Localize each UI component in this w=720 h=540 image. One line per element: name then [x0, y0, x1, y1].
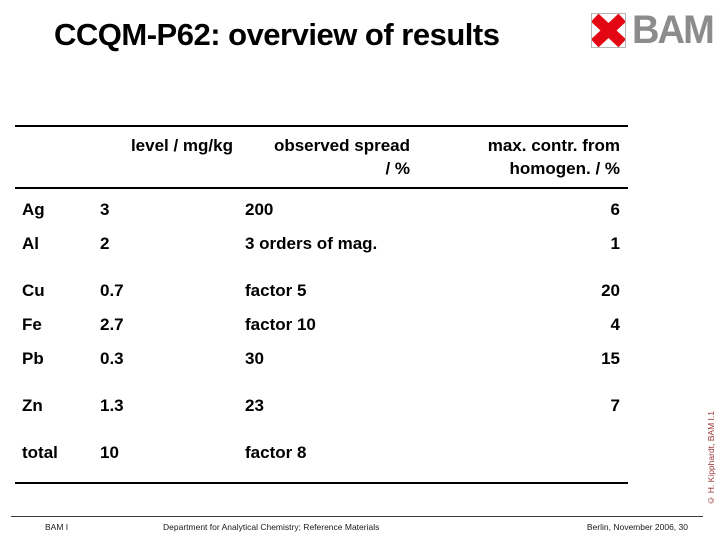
header-spread-line2: / % [385, 159, 410, 178]
cell-contr: 1 [610, 234, 620, 253]
table-body: Ag 3 200 6 Al 2 3 orders of mag. 1 Cu 0.… [15, 198, 628, 482]
cell-element: Cu [22, 281, 45, 300]
cell-spread: factor 10 [245, 315, 316, 334]
cell-level: 2.7 [100, 315, 124, 334]
cell-spread: 23 [245, 396, 264, 415]
footer-date-page: Berlin, November 2006, 30 [586, 522, 688, 532]
table-row-total: total 10 factor 8 [22, 441, 620, 465]
table-row-ag: Ag 3 200 6 [22, 198, 620, 222]
footer-org: BAM I [45, 522, 69, 532]
cell-spread: 3 orders of mag. [245, 234, 378, 253]
cell-level: 2 [100, 234, 110, 253]
table-row-cu: Cu 0.7 factor 5 20 [22, 279, 620, 303]
table-header-row: level / mg/kg observed spread / % max. c… [15, 127, 628, 189]
cell-element: Pb [22, 349, 44, 368]
cell-contr: 7 [610, 396, 620, 415]
header-observed-spread: observed spread / % [233, 134, 410, 180]
cell-level: 10 [100, 443, 119, 462]
table-row-al: Al 2 3 orders of mag. 1 [22, 232, 620, 256]
cell-element: Fe [22, 315, 42, 334]
cell-contr: 20 [601, 281, 620, 300]
header-contr-line1: max. contr. from [487, 136, 620, 155]
cell-contr: 15 [601, 349, 620, 368]
cell-spread: 30 [245, 349, 264, 368]
footer: BAM I Department for Analytical Chemistr… [0, 520, 720, 536]
cell-level: 0.3 [100, 349, 124, 368]
cell-contr: 6 [610, 200, 620, 219]
copyright-note: © H. Kipphardt, BAM I.1 [706, 411, 716, 506]
cell-element: Al [22, 234, 39, 253]
cell-spread: factor 8 [245, 443, 307, 462]
header-contr-line2: homogen. / % [509, 159, 621, 178]
cell-level: 0.7 [100, 281, 124, 300]
cell-contr [475, 441, 620, 465]
footer-department: Department for Analytical Chemistry; Ref… [163, 522, 380, 532]
cell-level: 1.3 [100, 396, 124, 415]
table-row-zn: Zn 1.3 23 7 [22, 394, 620, 418]
bam-red-x-icon [591, 13, 626, 48]
page-title: CCQM-P62: overview of results [54, 17, 500, 52]
table-row-fe: Fe 2.7 factor 10 4 [22, 313, 620, 337]
cell-element: total [22, 443, 58, 462]
bam-logo-text: BAM [632, 8, 715, 52]
table-row-pb: Pb 0.3 30 15 [22, 347, 620, 371]
cell-level: 3 [100, 200, 110, 219]
results-table: level / mg/kg observed spread / % max. c… [15, 125, 628, 484]
cell-element: Zn [22, 396, 43, 415]
bam-logo: BAM [591, 8, 717, 52]
cell-spread: factor 5 [245, 281, 307, 300]
header-max-contr: max. contr. from homogen. / % [410, 134, 620, 180]
cell-contr: 4 [610, 315, 620, 334]
footer-divider [11, 516, 703, 517]
header-level: level / mg/kg [15, 134, 233, 180]
header-spread-line1: observed spread [273, 136, 410, 155]
cell-element: Ag [22, 200, 45, 219]
cell-spread: 200 [245, 200, 274, 219]
header-level-label: level / mg/kg [130, 136, 233, 155]
